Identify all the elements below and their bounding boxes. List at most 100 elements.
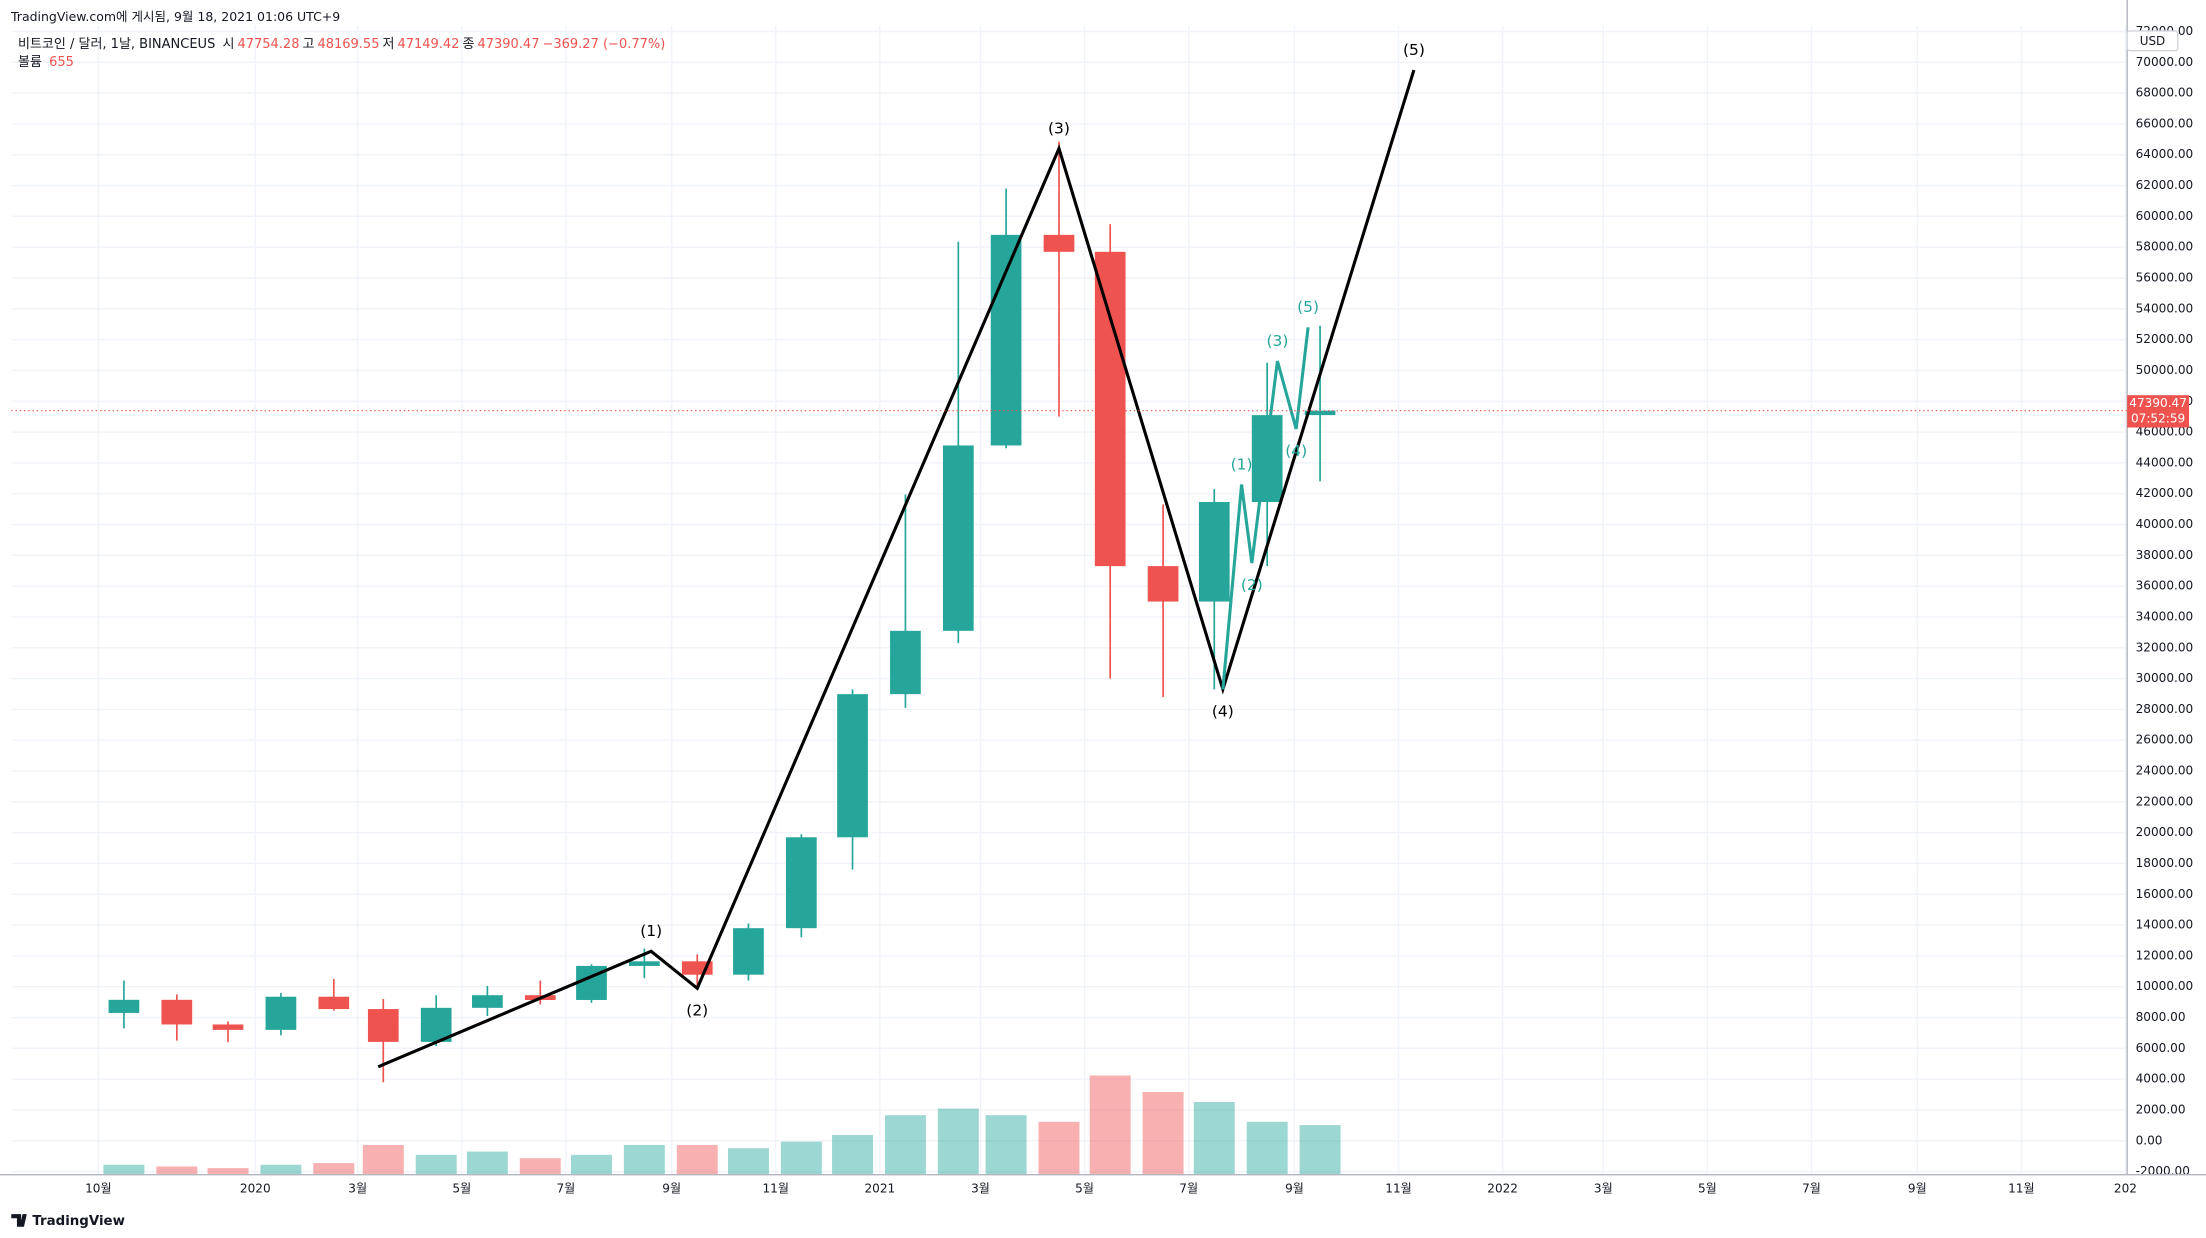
- y-tick-label: 6000.00: [2136, 1041, 2186, 1055]
- volume-bar: [676, 1144, 718, 1175]
- candle-body: [161, 999, 193, 1025]
- ohlc-label: 저: [382, 37, 395, 52]
- candle-body: [890, 630, 921, 695]
- x-tick-label: 3월: [1594, 1181, 1613, 1195]
- wave-line: [1221, 327, 1310, 690]
- wave-label: (2): [686, 1001, 708, 1019]
- volume-legend: 볼륨 655: [18, 51, 77, 70]
- y-tick-label: 50000.00: [2136, 363, 2194, 377]
- candle-body: [785, 837, 817, 929]
- y-tick-label: 10000.00: [2136, 979, 2194, 993]
- y-tick-label: 32000.00: [2136, 640, 2194, 654]
- ohlc-value: 48169.55: [317, 37, 380, 52]
- y-tick-label: 46000.00: [2136, 425, 2194, 439]
- wave-label: (2): [1241, 576, 1263, 594]
- volume-bar: [1246, 1121, 1288, 1175]
- wave-label: (3): [1048, 119, 1070, 137]
- wave-label: (3): [1266, 332, 1288, 350]
- y-tick-label: 58000.00: [2136, 240, 2194, 254]
- y-tick-label: 22000.00: [2136, 794, 2194, 808]
- y-tick-label: 14000.00: [2136, 918, 2194, 932]
- volume-bar: [207, 1168, 249, 1175]
- x-tick-label: 2020: [240, 1181, 271, 1195]
- ohlc-value: 47754.28: [237, 37, 300, 52]
- y-tick-label: 24000.00: [2136, 764, 2194, 778]
- x-tick-label: 5월: [452, 1181, 471, 1195]
- y-tick-label: 66000.00: [2136, 116, 2194, 130]
- x-tick-label: 3월: [971, 1181, 990, 1195]
- candle-body: [942, 445, 974, 631]
- ohlc-label: 시: [222, 37, 235, 52]
- x-tick-label: 2021: [864, 1181, 895, 1195]
- x-tick-label: 5월: [1698, 1181, 1717, 1195]
- y-tick-label: 4000.00: [2136, 1072, 2186, 1086]
- y-tick-label: 20000.00: [2136, 825, 2194, 839]
- x-tick-label: 9월: [662, 1181, 681, 1195]
- volume-bar: [1089, 1075, 1131, 1175]
- last-price-box: [2127, 395, 2190, 428]
- candle-body: [629, 961, 660, 966]
- candle-body: [1147, 566, 1179, 602]
- volume-bar: [156, 1166, 198, 1175]
- logo-text: TradingView: [32, 1214, 125, 1229]
- volume-label: 볼륨: [18, 55, 42, 70]
- candle-body: [1094, 251, 1126, 567]
- ohlc-value: 47149.42: [397, 37, 460, 52]
- candle-body: [472, 995, 503, 1008]
- wave-label: (4): [1285, 442, 1307, 460]
- y-tick-label: 36000.00: [2136, 579, 2194, 593]
- volume-bar: [570, 1154, 612, 1175]
- x-tick-label: 7월: [556, 1181, 575, 1195]
- volume-bar: [466, 1151, 508, 1175]
- volume-bar: [832, 1135, 874, 1175]
- y-tick-label: 60000.00: [2136, 209, 2194, 223]
- volume-bar: [519, 1158, 561, 1175]
- y-tick-label: 40000.00: [2136, 517, 2194, 531]
- candle-body: [212, 1024, 244, 1030]
- candle-body: [733, 928, 764, 975]
- wave-label: (5): [1403, 41, 1425, 59]
- x-tick-label: 202: [2114, 1181, 2137, 1195]
- symbol: 비트코인 / 달러, 1날, BINANCEUS: [18, 37, 216, 52]
- wave-line: [377, 69, 1416, 1069]
- y-tick-label: 54000.00: [2136, 301, 2194, 315]
- x-tick-label: 7월: [1179, 1181, 1198, 1195]
- x-tick-label: 5월: [1075, 1181, 1094, 1195]
- volume-bar: [362, 1144, 404, 1175]
- y-tick-label: 26000.00: [2136, 733, 2194, 747]
- x-tick-label: 3월: [348, 1181, 367, 1195]
- x-tick-label: 10월: [85, 1181, 111, 1195]
- y-tick-label: 70000.00: [2136, 55, 2194, 69]
- y-tick-label: 16000.00: [2136, 887, 2194, 901]
- volume-bar: [1038, 1121, 1080, 1175]
- ohlc-label: 고: [302, 37, 315, 52]
- y-tick-label: 44000.00: [2136, 455, 2194, 469]
- candle-body: [1251, 415, 1283, 503]
- wave-layer: (1) (2) (3) (4) (5) (1) (2) (3) (4) (5): [377, 41, 1425, 1069]
- volume-bar: [415, 1154, 457, 1175]
- x-tick-label: 11월: [2008, 1181, 2034, 1195]
- y-tick-label: 28000.00: [2136, 702, 2194, 716]
- y-tick-label: 42000.00: [2136, 486, 2194, 500]
- x-tick-label: 9월: [1908, 1181, 1927, 1195]
- x-tick-label: 11월: [1385, 1181, 1411, 1195]
- grid: [11, 25, 2128, 1175]
- wave-label: (4): [1212, 702, 1234, 720]
- volume-bar: [937, 1108, 979, 1175]
- y-tick-label: 34000.00: [2136, 609, 2194, 623]
- volume-bar: [260, 1164, 302, 1175]
- candle-body: [420, 1007, 452, 1042]
- volume-bar: [103, 1164, 145, 1175]
- wave-label: (1): [640, 922, 662, 940]
- logo: [11, 1214, 27, 1227]
- countdown: 07:52:59: [2131, 412, 2185, 426]
- volume-bar: [1299, 1125, 1341, 1175]
- y-tick-label: 0.00: [2136, 1133, 2163, 1147]
- volume-value: 655: [49, 55, 74, 70]
- ohlc-value: 47390.47: [477, 37, 540, 52]
- volume-bar: [623, 1144, 665, 1175]
- candle-body: [1198, 502, 1230, 602]
- candle-body: [1304, 410, 1336, 416]
- wave-label: (1): [1231, 455, 1253, 473]
